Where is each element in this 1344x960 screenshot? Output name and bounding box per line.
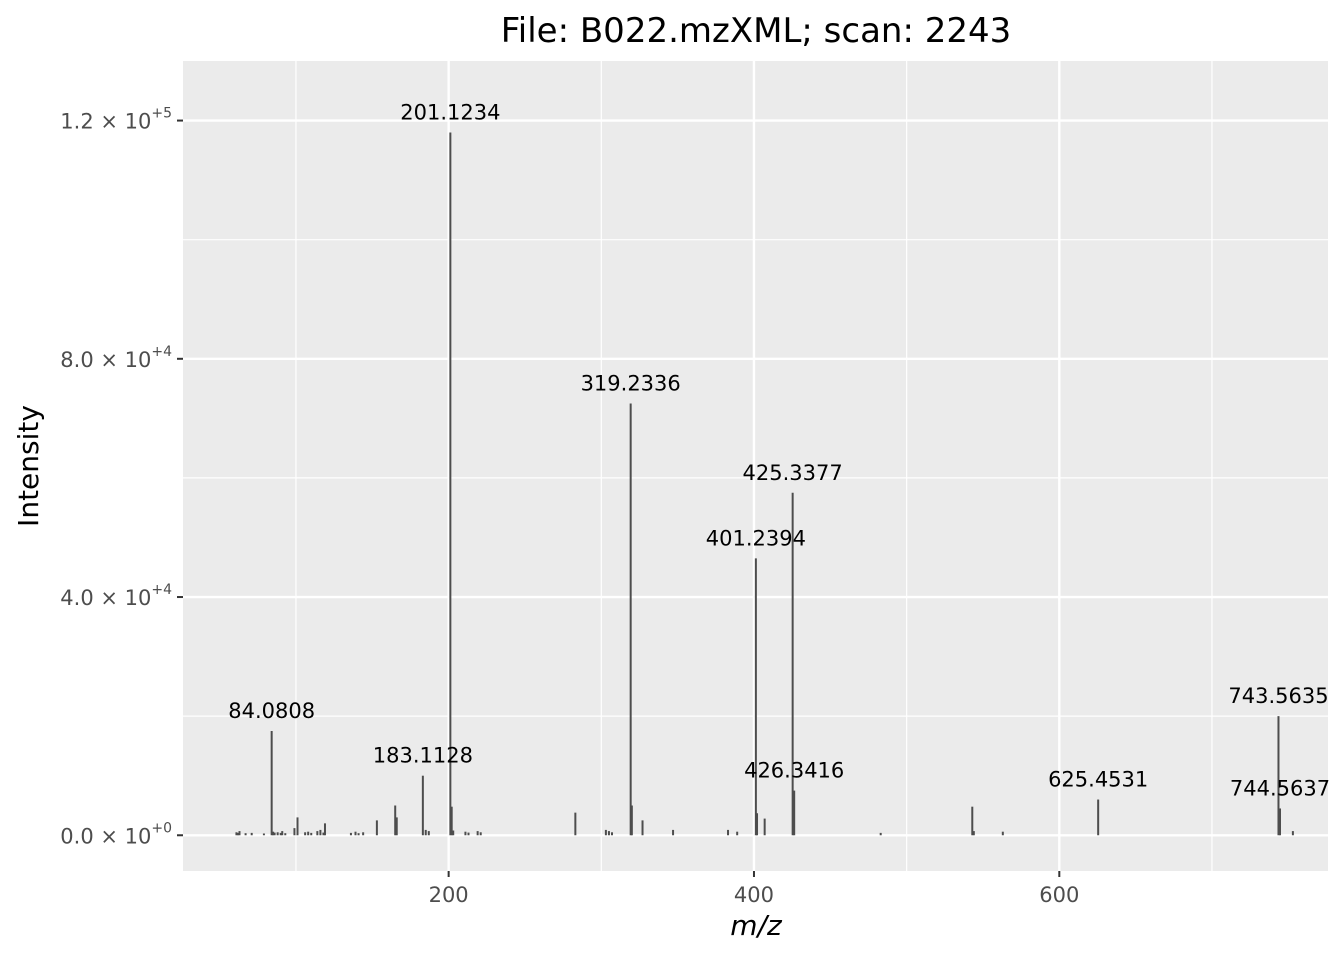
y-tick-label: 8.0 × 10+4 <box>60 344 172 372</box>
peak-label: 183.1128 <box>373 744 473 768</box>
peak-label: 744.5637 <box>1230 776 1330 800</box>
chart-title: File: B022.mzXML; scan: 2243 <box>501 11 1012 51</box>
x-axis-title: m/z <box>730 909 783 942</box>
peak-label: 625.4531 <box>1048 768 1148 792</box>
x-tick-label: 600 <box>1039 883 1079 907</box>
peak-label: 201.1234 <box>400 100 500 124</box>
peak-labels: 84.0808 183.1128 201.1234 319.2336 401.2394 4… <box>228 100 1330 800</box>
y-tick-label: 0.0 × 10+0 <box>60 820 172 848</box>
x-axis-ticks: 200 400 600 <box>429 871 1079 907</box>
x-tick-label: 400 <box>734 883 774 907</box>
peak-label: 426.3416 <box>744 759 844 783</box>
peak-label: 319.2336 <box>581 371 681 395</box>
peak-label: 425.3377 <box>743 461 843 485</box>
peak-label: 401.2394 <box>706 526 806 550</box>
y-tick-label: 1.2 × 10+5 <box>60 106 172 134</box>
peak-label: 743.5635 <box>1228 684 1328 708</box>
y-tick-label: 4.0 × 10+4 <box>60 582 172 610</box>
x-tick-label: 200 <box>429 883 469 907</box>
y-axis-title: Intensity <box>12 405 45 527</box>
peak-label: 84.0808 <box>228 699 315 723</box>
spectrum-peaks <box>235 132 1294 836</box>
y-axis-ticks: 0.0 × 10+0 4.0 × 10+4 8.0 × 10+4 1.2 × 10+5 <box>60 106 183 848</box>
minor-gridlines <box>183 61 1328 871</box>
